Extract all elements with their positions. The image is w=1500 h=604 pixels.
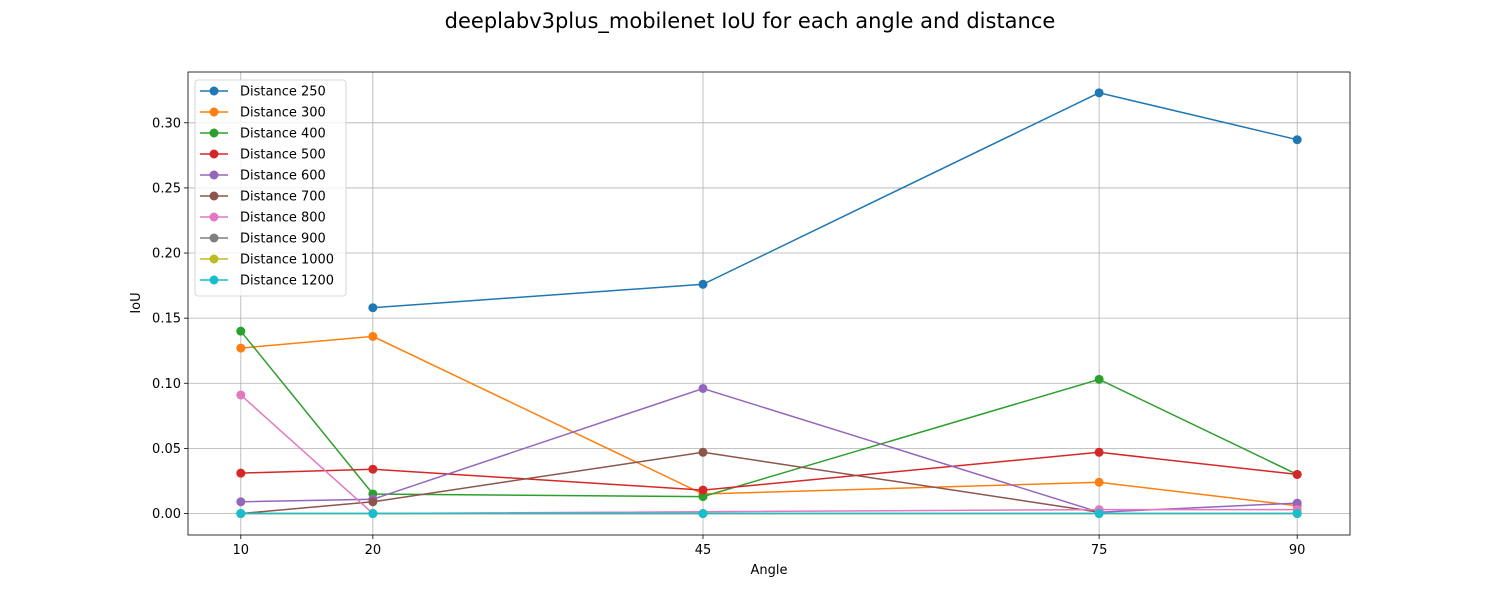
y-tick-label: 0.10 xyxy=(152,377,181,392)
data-point xyxy=(368,497,378,507)
legend-label: Distance 250 xyxy=(240,85,326,100)
series-3 xyxy=(236,326,1302,502)
data-point xyxy=(236,468,246,478)
data-point xyxy=(368,509,378,519)
grid-lines xyxy=(188,72,1350,535)
data-point xyxy=(368,464,378,474)
data-point xyxy=(1094,374,1104,384)
series-1 xyxy=(368,88,1302,313)
plot-frame xyxy=(187,71,1351,536)
legend-item: Distance 300 xyxy=(200,106,326,121)
data-point xyxy=(236,343,246,353)
data-point xyxy=(1292,469,1302,479)
legend-label: Distance 1000 xyxy=(240,253,334,268)
data-point xyxy=(1292,509,1302,519)
legend-marker xyxy=(209,170,219,180)
y-tick-label: 0.15 xyxy=(152,312,181,327)
data-point xyxy=(1094,447,1104,457)
legend-label: Distance 500 xyxy=(240,148,326,163)
data-point xyxy=(698,509,708,519)
legend: Distance 250 Distance 300 Distance 400 Dist… xyxy=(194,79,347,297)
legend-marker xyxy=(209,275,219,285)
legend-box xyxy=(194,79,347,297)
data-point xyxy=(236,497,246,507)
series-line xyxy=(240,335,1298,507)
legend-item: Distance 400 xyxy=(200,127,326,142)
x-tick-label: 90 xyxy=(1289,543,1306,558)
legend-marker xyxy=(209,191,219,201)
legend-item: Distance 1200 xyxy=(200,274,334,289)
legend-marker xyxy=(209,212,219,222)
legend-marker xyxy=(209,233,219,243)
data-point xyxy=(698,485,708,495)
data-point xyxy=(236,509,246,519)
x-tick-label: 20 xyxy=(365,543,382,558)
legend-label: Distance 800 xyxy=(240,211,326,226)
data-point xyxy=(698,279,708,289)
data-point xyxy=(1094,88,1104,98)
series-4 xyxy=(236,447,1302,495)
legend-label: Distance 700 xyxy=(240,190,326,205)
data-point xyxy=(698,447,708,457)
data-point xyxy=(236,326,246,336)
legend-label: Distance 1200 xyxy=(240,274,334,289)
series-line xyxy=(240,451,1298,491)
y-tick-label: 0.30 xyxy=(152,116,181,131)
legend-item: Distance 250 xyxy=(200,85,326,100)
legend-item: Distance 700 xyxy=(200,190,326,205)
data-point xyxy=(1094,477,1104,487)
series-line xyxy=(240,330,1298,498)
legend-label: Distance 300 xyxy=(240,106,326,121)
series-line xyxy=(240,394,1298,515)
series-line xyxy=(240,451,1100,515)
data-point xyxy=(1292,498,1302,508)
data-point xyxy=(236,390,246,400)
x-tick-label: 45 xyxy=(695,543,712,558)
chart-title: deeplabv3plus_mobilenet IoU for each ang… xyxy=(445,9,1056,34)
y-tick-label: 0.05 xyxy=(152,442,181,457)
x-tick-label: 75 xyxy=(1091,543,1108,558)
legend-label: Distance 900 xyxy=(240,232,326,247)
legend-item: Distance 900 xyxy=(200,232,326,247)
y-tick-label: 0.20 xyxy=(152,247,181,262)
legend-label: Distance 400 xyxy=(240,127,326,142)
data-point xyxy=(698,383,708,393)
data-point xyxy=(698,492,708,502)
series-5 xyxy=(236,383,1302,517)
legend-marker xyxy=(209,107,219,117)
legend-item: Distance 600 xyxy=(200,169,326,184)
legend-item: Distance 800 xyxy=(200,211,326,226)
series-line xyxy=(372,92,1298,309)
legend-marker xyxy=(209,254,219,264)
legend-marker xyxy=(209,128,219,138)
legend-label: Distance 600 xyxy=(240,169,326,184)
y-axis-label: IoU xyxy=(129,292,144,313)
legend-item: Distance 500 xyxy=(200,148,326,163)
y-tick-label: 0.00 xyxy=(152,507,181,522)
legend-marker xyxy=(209,86,219,96)
data-point xyxy=(368,303,378,313)
x-tick-label: 10 xyxy=(233,543,250,558)
data-point xyxy=(1094,509,1104,519)
legend-item: Distance 1000 xyxy=(200,253,334,268)
data-point xyxy=(368,331,378,341)
series-lines xyxy=(236,88,1302,519)
series-10 xyxy=(236,509,1302,519)
x-axis-label: Angle xyxy=(751,563,788,578)
axes: 10 20 45 75 90 0.00 0.05 0.10 0.15 0.20 0.25 0.30 xyxy=(152,71,1351,558)
legend-marker xyxy=(209,149,219,159)
y-tick-label: 0.25 xyxy=(152,181,181,196)
data-point xyxy=(1292,135,1302,145)
